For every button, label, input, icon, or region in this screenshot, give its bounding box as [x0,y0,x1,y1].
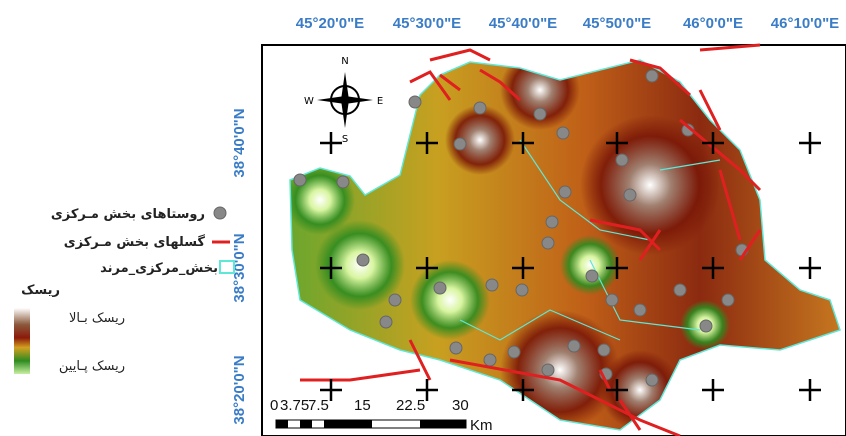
lon-label: 45°30'0"E [393,15,461,32]
lat-label: 38°40'0"N [231,108,248,177]
compass-e: E [377,96,383,107]
legend: روستاهای بخش مـرکزی گسلهای بخش مـرکزی بخ… [14,206,235,374]
boundary [289,59,841,431]
legend-boundary: بخش_مرکزی_مرند [100,261,218,276]
lon-label: 45°20'0"E [296,15,364,32]
lon-label: 45°40'0"E [489,15,557,32]
legend-low: ریسک پـایین [59,359,125,374]
scale-label: 3.75 [280,397,309,414]
villages [293,69,749,387]
scale-label: 15 [354,397,371,414]
legend-risk-title: ریسک [21,283,60,298]
faults [300,43,762,436]
risk-ramp [14,308,30,374]
scale-bar: 0 3.75 7.5 15 22.5 30 Km [270,397,493,434]
legend-high: ریسک بـالا [69,311,125,326]
lon-label: 45°50'0"E [583,15,651,32]
top-labels: 45°20'0"E 45°30'0"E 45°40'0"E 45°50'0"E … [296,15,839,32]
compass: N S E W [304,56,383,145]
left-labels: 38°40'0"N 38°30'0"N 38°20'0"N [231,108,248,424]
legend-villages: روستاهای بخش مـرکزی [51,207,205,222]
graticule [320,132,821,401]
scale-label: 22.5 [396,397,425,414]
scale-label: 30 [452,397,469,414]
lat-label: 38°30'0"N [231,233,248,302]
legend-faults: گسلهای بخش مـرکزی [64,234,206,250]
compass-w: W [304,96,314,107]
sub-boundaries [459,139,721,341]
compass-s: S [342,134,348,145]
scale-label: 7.5 [308,397,329,414]
scale-unit: Km [470,417,493,434]
lon-label: 46°10'0"E [771,15,839,32]
scale-label: 0 [270,397,278,414]
lat-label: 38°20'0"N [231,355,248,424]
compass-n: N [341,56,348,67]
lon-label: 46°0'0"E [683,15,743,32]
